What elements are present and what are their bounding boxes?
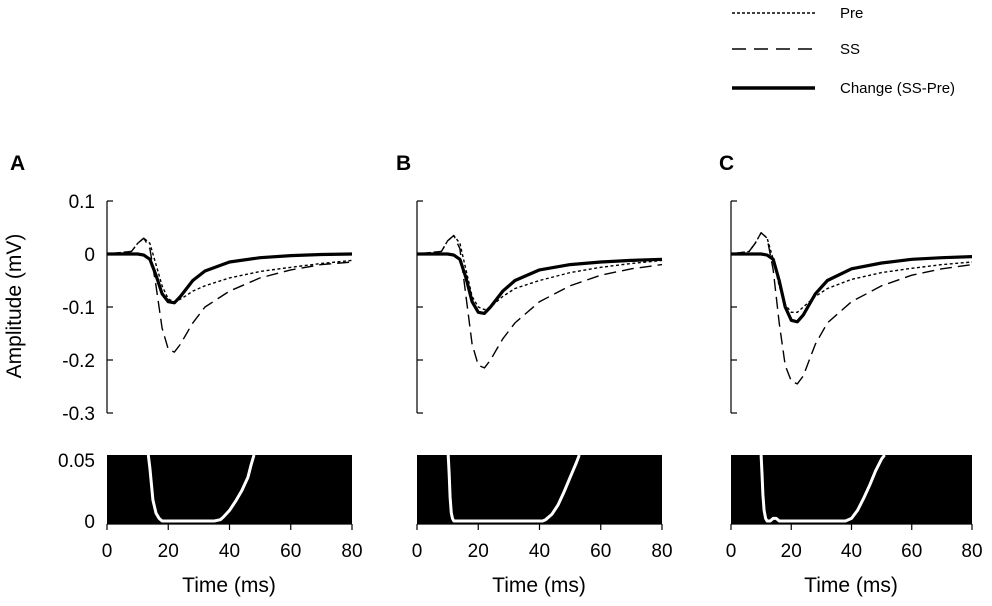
panel-a-lower-axis: 0 20 40 60 80 0.05 0 [58, 451, 363, 562]
y-tick-label: 0 [84, 512, 95, 533]
x-tick-label: 80 [651, 541, 672, 562]
panel-c-upper-series [730, 232, 973, 385]
panel-c-upper-axis [730, 200, 737, 414]
legend-label-change: Change (SS-Pre) [840, 80, 955, 97]
x-tick-label: 40 [529, 541, 550, 562]
x-tick-label: 0 [726, 541, 737, 562]
panel-c-lower-plot [731, 455, 972, 524]
x-tick-label: 60 [901, 541, 922, 562]
panel-a-upper-series [106, 237, 353, 353]
legend-label-pre: Pre [840, 5, 863, 22]
series-line-dashed [730, 232, 973, 385]
series-line-dashed [106, 237, 353, 353]
panel-a: A 0.1 0 -0.1 -0.2 -0.3 0 20 40 60 80 0.05 0 Time (… [10, 152, 363, 597]
series-line-solid [731, 252, 973, 324]
panel-a-lower-series [146, 454, 256, 523]
panel-a-upper-axis: 0.1 0 -0.1 -0.2 -0.3 [62, 192, 113, 425]
series-line-dotted [106, 237, 353, 303]
series-line-solid [107, 252, 353, 305]
panel-b-lower-axis: 0 20 40 60 80 [412, 523, 673, 562]
x-tick-label: 40 [841, 541, 862, 562]
lower-trace [146, 454, 256, 523]
series-line-dashed [416, 234, 663, 369]
x-tick-label: 20 [158, 541, 179, 562]
series-line-dotted [416, 234, 663, 311]
x-tick-label: 20 [781, 541, 802, 562]
x-tick-label: 80 [341, 541, 362, 562]
x-tick-label: 0 [412, 541, 423, 562]
panel-a-lower-plot [107, 455, 352, 524]
panel-b: B 0 20 40 60 80 Time (ms) [396, 152, 673, 597]
x-tick-label: 60 [590, 541, 611, 562]
panel-c-lower-axis: 0 20 40 60 80 [726, 523, 983, 562]
lower-trace [446, 454, 581, 523]
panel-c: C 0 20 40 60 80 Time (ms) [719, 152, 983, 597]
x-tick-label: 40 [219, 541, 240, 562]
panel-b-upper-series [416, 234, 663, 369]
x-tick-label: 60 [280, 541, 301, 562]
x-tick-label: 0 [102, 541, 113, 562]
x-axis-title-a: Time (ms) [182, 574, 276, 597]
x-axis-title-c: Time (ms) [804, 574, 898, 597]
y-tick-label: 0.05 [58, 451, 95, 472]
panel-letter-c: C [719, 152, 734, 175]
lower-trace [759, 454, 886, 523]
y-tick-label: 0.1 [69, 192, 95, 213]
y-axis-title: Amplitude (mV) [3, 234, 26, 379]
x-axis-title-b: Time (ms) [492, 574, 586, 597]
y-tick-label: -0.3 [62, 404, 95, 425]
y-tick-label: 0 [84, 245, 95, 266]
legend-label-ss: SS [840, 41, 860, 58]
panel-b-lower-series [446, 454, 581, 523]
x-tick-label: 80 [961, 541, 982, 562]
series-line-dotted [730, 232, 973, 313]
y-tick-label: -0.2 [62, 351, 95, 372]
panel-b-lower-plot [417, 455, 662, 524]
legend: Pre SS Change (SS-Pre) [732, 5, 955, 97]
panel-c-lower-series [759, 454, 886, 523]
panel-b-upper-axis [416, 200, 423, 414]
series-line-solid [417, 252, 663, 315]
panel-letter-b: B [396, 152, 411, 175]
panel-letter-a: A [10, 152, 25, 175]
x-tick-label: 20 [468, 541, 489, 562]
y-tick-label: -0.1 [62, 298, 95, 319]
